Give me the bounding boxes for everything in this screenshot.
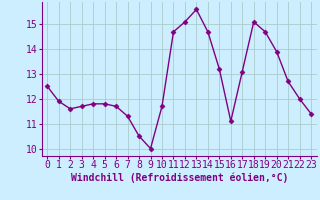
X-axis label: Windchill (Refroidissement éolien,°C): Windchill (Refroidissement éolien,°C) <box>70 173 288 183</box>
